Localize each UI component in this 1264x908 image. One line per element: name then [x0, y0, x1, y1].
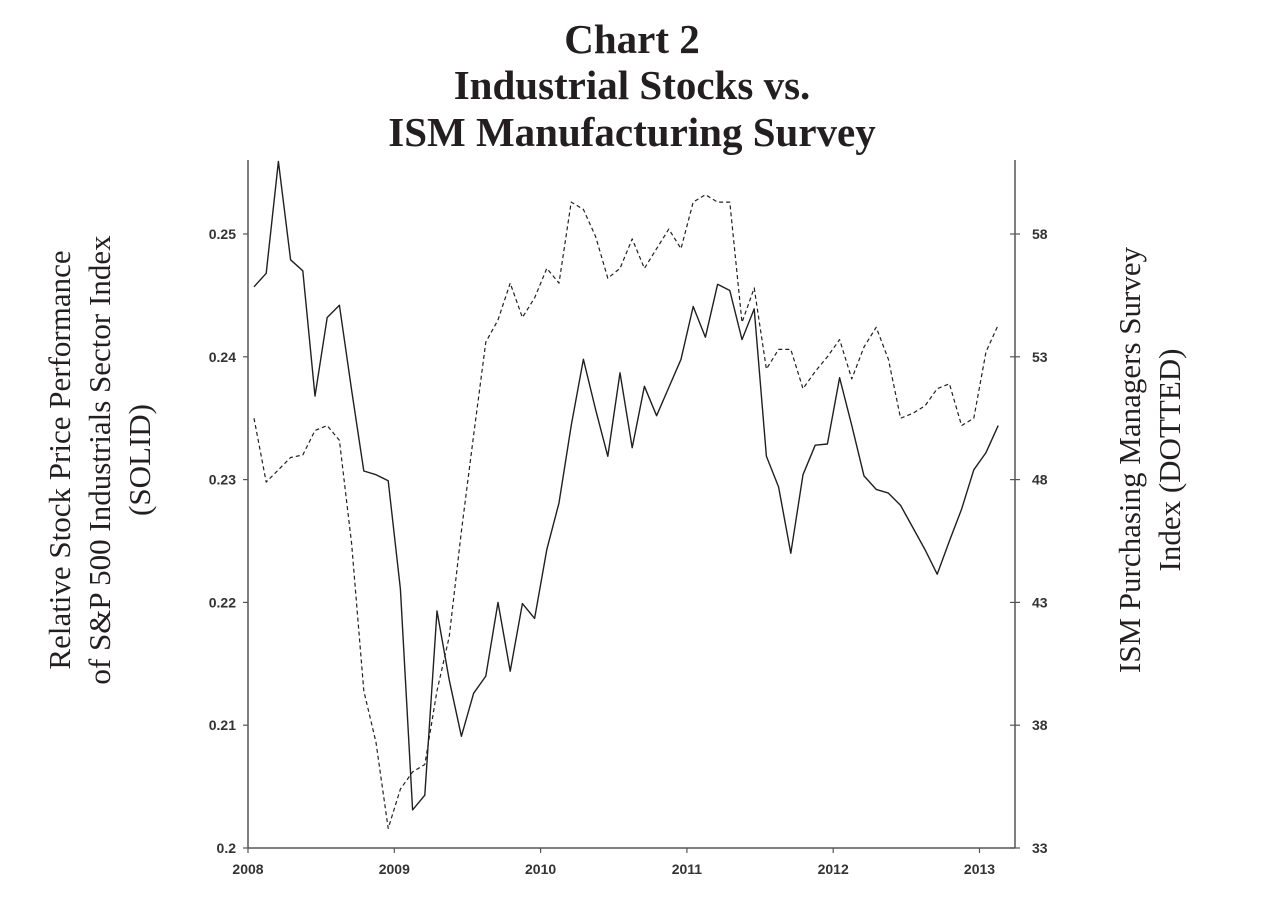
chart-title-line-2: Industrial Stocks vs.: [453, 62, 811, 108]
dotted-line-ism-series: [253, 194, 999, 829]
right-y-tick-label: 58: [1032, 226, 1048, 242]
x-tick-label: 2011: [672, 861, 703, 877]
x-tick-label: 2013: [964, 861, 995, 877]
left-y-tick-label: 0.2: [217, 840, 237, 856]
solid-line-industrials-series: [253, 160, 999, 811]
x-tick-label: 2010: [525, 861, 556, 877]
left-y-tick-label: 0.23: [209, 472, 236, 488]
x-tick-label: 2012: [818, 861, 849, 877]
left-y-tick-label: 0.21: [209, 717, 236, 733]
left-y-tick-label: 0.25: [209, 226, 236, 242]
right-y-tick-label: 43: [1032, 594, 1048, 610]
right-y-tick-label: 53: [1032, 349, 1048, 365]
chart-title-line-3: ISM Manufacturing Survey: [388, 109, 876, 155]
chart-title-line-1: Chart 2: [564, 16, 700, 62]
right-y-tick-label: 48: [1032, 472, 1048, 488]
right-y-tick-label: 38: [1032, 717, 1048, 733]
left-y-tick-label: 0.22: [209, 594, 236, 610]
x-tick-label: 2009: [379, 861, 410, 877]
right-y-tick-label: 33: [1032, 840, 1048, 856]
x-tick-label: 2008: [232, 861, 263, 877]
left-y-tick-label: 0.24: [209, 349, 236, 365]
